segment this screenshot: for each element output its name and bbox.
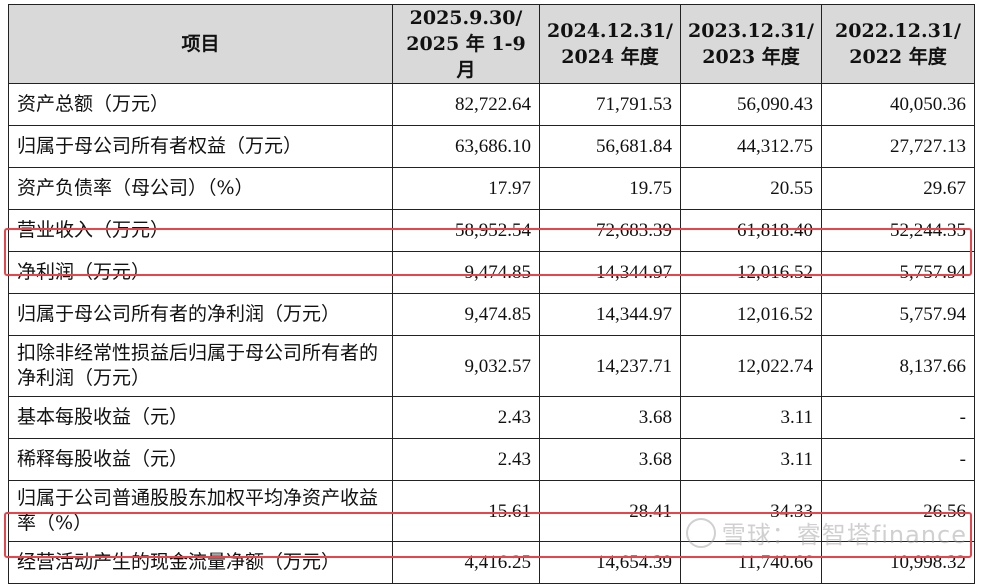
table-row: 扣除非经常性损益后归属于母公司所有者的净利润（万元） 9,032.57 14,2… xyxy=(8,335,975,397)
cell-value: 5,757.94 xyxy=(821,251,975,294)
cell-value: 9,474.85 xyxy=(392,251,540,294)
row-label: 资产负债率（母公司）（%） xyxy=(8,167,393,210)
cell-value: 15.61 xyxy=(392,480,540,542)
cell-value: 61,818.40 xyxy=(680,209,822,252)
table-header-row: 项目 2025.9.30/2025 年 1-9 月 2024.12.31/202… xyxy=(8,4,975,84)
cell-value: 5,757.94 xyxy=(821,293,975,336)
row-label: 稀释每股收益（元） xyxy=(8,438,393,481)
cell-value: 3.68 xyxy=(539,396,681,439)
table-row: 稀释每股收益（元） 2.43 3.68 3.11 - xyxy=(8,438,975,481)
row-label: 净利润（万元） xyxy=(8,251,393,294)
cell-value: 14,344.97 xyxy=(539,293,681,336)
cell-value: 10,998.32 xyxy=(821,541,975,584)
financial-summary-table: 项目 2025.9.30/2025 年 1-9 月 2024.12.31/202… xyxy=(8,4,975,584)
table-row: 归属于母公司所有者的净利润（万元） 9,474.85 14,344.97 12,… xyxy=(8,293,975,336)
cell-value: 12,016.52 xyxy=(680,293,822,336)
cell-value: 9,474.85 xyxy=(392,293,540,336)
cell-value: 63,686.10 xyxy=(392,125,540,168)
table-row: 归属于公司普通股股东加权平均净资产收益率（%） 15.61 28.41 34.3… xyxy=(8,480,975,542)
cell-value: 3.68 xyxy=(539,438,681,481)
header-2022: 2022.12.31/2022 年度 xyxy=(821,4,975,84)
cell-value: 17.97 xyxy=(392,167,540,210)
table-row: 资产负债率（母公司）（%） 17.97 19.75 20.55 29.67 xyxy=(8,167,975,210)
cell-value: 12,022.74 xyxy=(680,335,822,397)
header-2024: 2024.12.31/2024 年度 xyxy=(539,4,681,84)
cell-value: 72,683.39 xyxy=(539,209,681,252)
header-item: 项目 xyxy=(8,4,393,84)
header-2025q3: 2025.9.30/2025 年 1-9 月 xyxy=(392,4,540,84)
row-label: 营业收入（万元） xyxy=(8,209,393,252)
cell-value: 71,791.53 xyxy=(539,83,681,126)
cell-value: 9,032.57 xyxy=(392,335,540,397)
cell-value: 28.41 xyxy=(539,480,681,542)
cell-value: 34.33 xyxy=(680,480,822,542)
cell-value: - xyxy=(821,396,975,439)
cell-value: 52,244.35 xyxy=(821,209,975,252)
table-row: 基本每股收益（元） 2.43 3.68 3.11 - xyxy=(8,396,975,439)
row-label: 基本每股收益（元） xyxy=(8,396,393,439)
cell-value: 82,722.64 xyxy=(392,83,540,126)
row-label: 经营活动产生的现金流量净额（万元） xyxy=(8,541,393,584)
cell-value: 14,654.39 xyxy=(539,541,681,584)
cell-value: 3.11 xyxy=(680,396,822,439)
cell-value: 56,090.43 xyxy=(680,83,822,126)
table-row-net-profit: 净利润（万元） 9,474.85 14,344.97 12,016.52 5,7… xyxy=(8,251,975,294)
cell-value: 58,952.54 xyxy=(392,209,540,252)
cell-value: 19.75 xyxy=(539,167,681,210)
table-row: 资产总额（万元） 82,722.64 71,791.53 56,090.43 4… xyxy=(8,83,975,126)
cell-value: 44,312.75 xyxy=(680,125,822,168)
table-row-operating-cash-flow: 经营活动产生的现金流量净额（万元） 4,416.25 14,654.39 11,… xyxy=(8,541,975,584)
cell-value: 11,740.66 xyxy=(680,541,822,584)
cell-value: 27,727.13 xyxy=(821,125,975,168)
row-label: 扣除非经常性损益后归属于母公司所有者的净利润（万元） xyxy=(8,335,393,397)
row-label: 资产总额（万元） xyxy=(8,83,393,126)
header-2023: 2023.12.31/2023 年度 xyxy=(680,4,822,84)
cell-value: 12,016.52 xyxy=(680,251,822,294)
cell-value: 56,681.84 xyxy=(539,125,681,168)
cell-value: 8,137.66 xyxy=(821,335,975,397)
cell-value: 20.55 xyxy=(680,167,822,210)
row-label: 归属于母公司所有者的净利润（万元） xyxy=(8,293,393,336)
cell-value: 4,416.25 xyxy=(392,541,540,584)
cell-value: 14,237.71 xyxy=(539,335,681,397)
cell-value: 40,050.36 xyxy=(821,83,975,126)
cell-value: 26.56 xyxy=(821,480,975,542)
row-label: 归属于母公司所有者权益（万元） xyxy=(8,125,393,168)
table-row: 营业收入（万元） 58,952.54 72,683.39 61,818.40 5… xyxy=(8,209,975,252)
cell-value: - xyxy=(821,438,975,481)
cell-value: 29.67 xyxy=(821,167,975,210)
table-row: 归属于母公司所有者权益（万元） 63,686.10 56,681.84 44,3… xyxy=(8,125,975,168)
cell-value: 2.43 xyxy=(392,396,540,439)
row-label: 归属于公司普通股股东加权平均净资产收益率（%） xyxy=(8,480,393,542)
cell-value: 3.11 xyxy=(680,438,822,481)
cell-value: 14,344.97 xyxy=(539,251,681,294)
cell-value: 2.43 xyxy=(392,438,540,481)
